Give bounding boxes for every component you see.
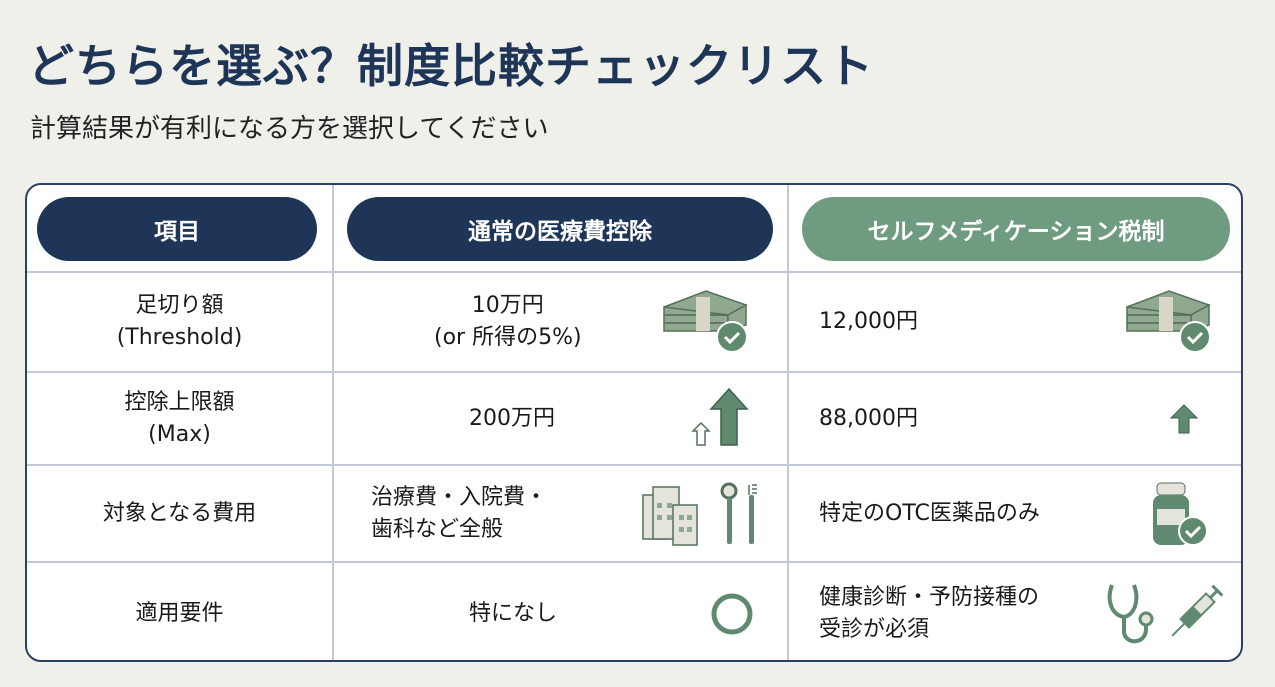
comparison-table: 項目 通常の医療費控除 セルフメディケーション税制 足切り額 (Threshold… — [25, 183, 1243, 662]
money-check-icon — [1126, 290, 1211, 353]
medicine-bottle-check-icon — [1153, 482, 1208, 546]
table-row: 控除上限額 (Max) 200万円 88,000円 — [27, 371, 1241, 464]
item-label: 適用要件 — [135, 600, 224, 626]
item-label: 対象となる費用 — [102, 500, 257, 526]
header-self-medication: セルフメディケーション税制 — [802, 197, 1230, 261]
normal-value: 10万円 (or 所得の5%) — [434, 293, 582, 350]
table-row: 適用要件 特になし 健康診断・予防接種の 受診が必須 — [27, 561, 1241, 660]
self-value: 特定のOTC医薬品のみ — [819, 500, 1040, 526]
money-check-icon — [663, 290, 748, 353]
page-title: どちらを選ぶ？制度比較チェックリスト — [28, 39, 874, 93]
arrow-up-small-icon — [1169, 403, 1199, 433]
stethoscope-syringe-icon — [1107, 583, 1224, 643]
header-item: 項目 — [37, 197, 317, 261]
self-value: 88,000円 — [819, 405, 918, 431]
circle-icon — [711, 593, 753, 634]
arrow-up-large-icon — [691, 387, 749, 446]
header-normal-deduction: 通常の医療費控除 — [347, 197, 773, 261]
item-label: 足切り額 (Threshold) — [116, 293, 243, 350]
self-value: 12,000円 — [819, 309, 918, 334]
table-row: 足切り額 (Threshold) 10万円 (or 所得の5%) 12,000円 — [27, 271, 1241, 371]
item-label: 控除上限額 (Max) — [124, 389, 235, 447]
table-row: 対象となる費用 治療費・入院費・ 歯科など全般 特定のOTC医薬品のみ — [27, 464, 1241, 561]
hospital-dental-icon — [642, 482, 757, 546]
normal-value: 治療費・入院費・ 歯科など全般 — [371, 484, 548, 542]
normal-value: 200万円 — [469, 405, 555, 431]
page-subtitle: 計算結果が有利になる方を選択してください — [30, 114, 549, 144]
normal-value: 特になし — [469, 600, 558, 626]
self-value: 健康診断・予防接種の 受診が必須 — [819, 584, 1040, 642]
